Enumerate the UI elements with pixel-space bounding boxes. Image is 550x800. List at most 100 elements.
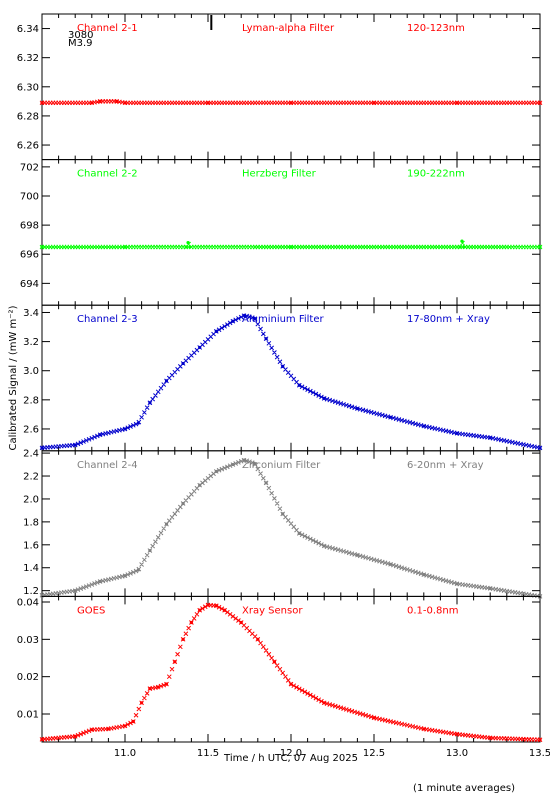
data-point	[184, 245, 189, 249]
data-point	[231, 319, 235, 323]
y-tick-label: 1.4	[23, 563, 39, 574]
data-point	[355, 553, 359, 557]
data-point	[264, 337, 268, 341]
y-tick-label: 2.2	[23, 472, 39, 483]
data-point	[538, 245, 542, 249]
y-tick-label: 3.0	[23, 366, 39, 377]
series-channel-2-3	[39, 313, 543, 451]
data-point	[164, 522, 169, 526]
data-point	[389, 415, 393, 419]
data-point	[389, 562, 393, 566]
data-point	[198, 608, 202, 612]
panel-channel-2-2: 694 696 698 700 702 Channel 2-2 Herzberg Filte…	[20, 159, 543, 306]
footnote: (1 minute averages)	[413, 783, 515, 794]
y-tick-label: 0.04	[17, 598, 39, 609]
event-marker-label: M3.9	[68, 38, 93, 49]
data-point	[181, 361, 185, 366]
data-point	[40, 101, 44, 105]
data-point	[289, 101, 293, 105]
data-point	[422, 573, 426, 577]
panel-band-label: 17-80nm + Xray	[407, 314, 490, 325]
data-point	[148, 548, 152, 553]
y-tick-label: 6.28	[17, 111, 39, 122]
series-channel-2-2	[39, 239, 543, 250]
x-tick-label: 13.5	[529, 748, 550, 759]
data-point	[198, 483, 202, 487]
y-tick-label: 0.03	[17, 635, 39, 646]
x-tick-label: 12.5	[363, 748, 385, 759]
data-point	[458, 245, 462, 249]
panel-band-label: 0.1-0.8nm	[407, 605, 459, 616]
data-point	[98, 99, 102, 103]
series-goes	[39, 602, 543, 743]
data-point	[538, 738, 542, 742]
y-tick-label: 698	[20, 221, 39, 232]
data-point	[156, 685, 160, 689]
data-point	[460, 239, 464, 243]
data-point	[455, 101, 459, 105]
data-point	[90, 728, 94, 732]
data-point	[272, 660, 276, 664]
data-point	[322, 544, 326, 548]
data-point	[98, 433, 102, 437]
panel-frame	[41, 159, 541, 306]
y-tick-label: 2.0	[23, 494, 39, 505]
data-point	[188, 245, 192, 249]
data-point	[297, 383, 301, 387]
panel-band-label: 190-222nm	[407, 169, 465, 180]
data-point	[264, 481, 268, 485]
series-markers	[39, 313, 543, 451]
y-tick-label: 700	[20, 192, 39, 203]
y-tick-label: 696	[20, 250, 39, 261]
data-point	[40, 737, 44, 741]
series-channel-2-1	[39, 99, 543, 106]
data-point	[136, 568, 140, 572]
y-tick-label: 6.30	[17, 82, 39, 93]
data-point	[455, 431, 459, 435]
data-point	[123, 574, 127, 578]
y-tick-label: 3.4	[23, 308, 39, 319]
data-point	[173, 660, 177, 664]
data-point	[131, 719, 135, 724]
data-point	[186, 240, 190, 245]
data-point	[164, 682, 169, 686]
data-point	[198, 345, 202, 350]
event-marker-label: 3080	[68, 30, 93, 41]
y-tick-label: 6.34	[17, 24, 39, 35]
y-tick-label: 6.26	[17, 141, 39, 152]
data-point	[181, 637, 185, 641]
data-point	[148, 687, 152, 691]
data-point	[538, 101, 542, 105]
series-markers	[39, 602, 543, 743]
x-tick-label: 13.0	[446, 748, 468, 759]
y-tick-label: 1.2	[23, 586, 39, 597]
data-point	[123, 101, 127, 105]
y-tick-label: 0.02	[17, 672, 39, 683]
panel-channel-2-3: 2.6 2.8 3.0 3.2 3.4 Channel 2-3 Aluminium Filt…	[23, 304, 543, 452]
data-point	[322, 396, 326, 400]
x-axis-title: Time / h UTC, 07 Aug 2025	[223, 753, 358, 764]
data-point	[455, 732, 459, 736]
data-point	[206, 603, 210, 607]
data-point	[123, 427, 127, 431]
data-point	[115, 99, 119, 103]
data-point	[164, 379, 169, 383]
y-tick-label: 3.2	[23, 337, 39, 348]
data-point	[214, 329, 218, 334]
data-point	[488, 436, 492, 440]
panel-frame	[41, 595, 541, 743]
data-point	[214, 469, 218, 474]
panel-band-label: 120-123nm	[407, 23, 465, 34]
data-point	[40, 245, 44, 249]
y-tick-label: 2.4	[23, 449, 39, 460]
data-point	[297, 531, 301, 535]
data-point	[181, 501, 185, 506]
data-point	[462, 245, 466, 249]
data-point	[123, 245, 127, 249]
data-point	[239, 620, 243, 625]
panel-filter-label: Aluminium Filter	[242, 314, 325, 325]
panel-filter-label: Herzberg Filter	[242, 169, 317, 180]
data-point	[214, 604, 218, 608]
data-point	[455, 582, 459, 586]
panel-channel-label: Channel 2-2	[77, 169, 138, 180]
